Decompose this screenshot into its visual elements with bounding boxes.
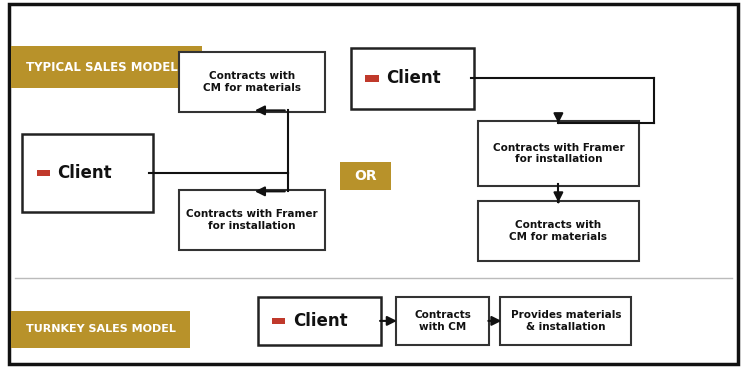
Text: Client: Client	[293, 312, 347, 330]
FancyBboxPatch shape	[365, 75, 379, 82]
Text: Contracts
with CM: Contracts with CM	[414, 310, 471, 332]
Text: Contracts with
CM for materials: Contracts with CM for materials	[509, 220, 607, 242]
FancyBboxPatch shape	[179, 190, 325, 250]
FancyBboxPatch shape	[11, 311, 190, 348]
FancyBboxPatch shape	[500, 297, 631, 345]
FancyBboxPatch shape	[340, 162, 391, 190]
Text: TURNKEY SALES MODEL: TURNKEY SALES MODEL	[26, 324, 176, 335]
FancyBboxPatch shape	[396, 297, 489, 345]
Text: Contracts with Framer
for installation: Contracts with Framer for installation	[492, 143, 624, 164]
Text: Client: Client	[386, 69, 441, 87]
Text: Contracts with
CM for materials: Contracts with CM for materials	[203, 71, 301, 93]
Text: TYPICAL SALES MODELS: TYPICAL SALES MODELS	[26, 61, 187, 74]
FancyBboxPatch shape	[179, 52, 325, 112]
FancyBboxPatch shape	[478, 201, 639, 261]
FancyBboxPatch shape	[351, 48, 474, 109]
Text: Contracts with Framer
for installation: Contracts with Framer for installation	[186, 209, 318, 231]
Text: OR: OR	[354, 169, 376, 183]
Text: Provides materials
& installation: Provides materials & installation	[511, 310, 621, 332]
FancyBboxPatch shape	[22, 134, 153, 212]
FancyBboxPatch shape	[258, 297, 381, 345]
FancyBboxPatch shape	[478, 121, 639, 186]
FancyBboxPatch shape	[272, 318, 285, 324]
FancyBboxPatch shape	[11, 46, 202, 88]
FancyBboxPatch shape	[9, 4, 738, 364]
Text: Client: Client	[58, 164, 112, 182]
FancyBboxPatch shape	[37, 170, 50, 176]
